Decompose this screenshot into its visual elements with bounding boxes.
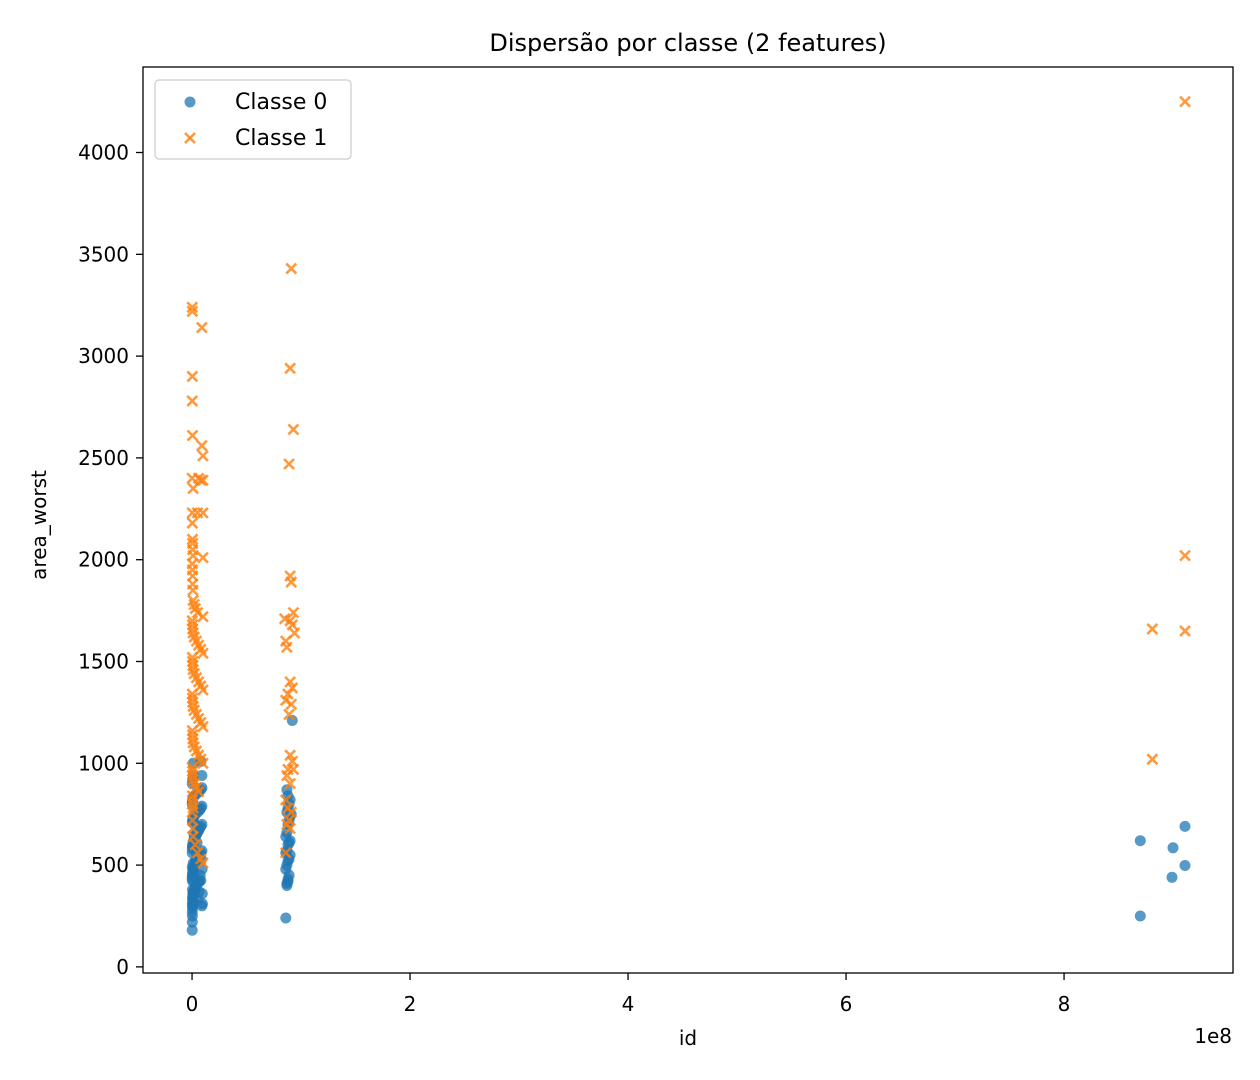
data-point-classe-1 <box>197 647 209 660</box>
data-point-classe-1 <box>197 449 209 462</box>
y-tick-label: 0 <box>116 955 129 979</box>
data-point-classe-1 <box>186 301 199 314</box>
data-point-classe-1 <box>284 822 297 835</box>
y-tick-label: 3500 <box>78 242 129 266</box>
data-point-classe-1 <box>186 429 199 442</box>
data-point-classe-1 <box>1179 549 1191 562</box>
data-point-classe-0 <box>186 924 198 936</box>
data-point-classe-0 <box>196 800 208 812</box>
data-point-classe-1 <box>186 517 199 529</box>
legend-label-classe-0: Classe 0 <box>235 90 327 115</box>
data-point-classe-1 <box>283 458 295 470</box>
x-tick-label: 6 <box>840 992 853 1016</box>
data-point-classe-1 <box>283 708 295 721</box>
y-axis-label: area_worst <box>27 470 51 580</box>
data-point-classe-1 <box>285 262 298 275</box>
data-point-classe-1 <box>187 584 199 597</box>
plot-frame <box>142 66 1234 974</box>
y-tick-label: 1000 <box>78 751 129 775</box>
data-point-classe-1 <box>187 830 200 843</box>
data-point-classe-0 <box>280 912 292 924</box>
data-point-classe-1 <box>186 370 199 383</box>
data-point-classe-1 <box>280 641 293 654</box>
data-point-classe-0 <box>281 784 293 796</box>
y-tick-label: 1500 <box>78 649 129 673</box>
x-tick-label: 4 <box>622 992 635 1016</box>
x-tick-label: 0 <box>186 992 199 1016</box>
data-point-classe-1 <box>197 506 209 519</box>
data-point-classe-0 <box>286 715 298 726</box>
x-axis-offset-label: 1e8 <box>1194 1024 1232 1048</box>
y-tick-label: 2000 <box>78 548 129 572</box>
data-point-classe-1 <box>197 551 209 564</box>
data-point-classe-1 <box>186 533 199 546</box>
data-point-classe-1 <box>285 698 298 711</box>
data-point-classe-1 <box>189 838 202 851</box>
x-tick-label: 2 <box>404 992 417 1016</box>
data-point-classe-1 <box>279 794 292 806</box>
data-point-classe-1 <box>197 720 209 733</box>
chart-title: Dispersão por classe (2 features) <box>489 29 886 57</box>
legend: Classe 0 Classe 1 <box>154 79 352 160</box>
axes: 0 2 4 6 8 0 500 1000 1500 2000 2500 3000 3500 4000 <box>78 141 1070 1016</box>
data-point-classe-1 <box>197 610 209 623</box>
data-point-classe-1 <box>279 846 292 859</box>
y-tick-label: 2500 <box>78 446 129 470</box>
data-point-classe-0 <box>196 770 208 781</box>
data-point-classe-1 <box>197 757 209 770</box>
data-point-classe-1 <box>285 576 298 589</box>
data-point-classe-1 <box>1179 95 1191 108</box>
data-point-classe-1 <box>287 423 300 436</box>
data-point-classe-0 <box>1166 871 1178 883</box>
data-point-classe-1 <box>186 305 199 318</box>
data-point-classe-1 <box>195 439 208 452</box>
data-point-classe-1 <box>195 321 208 334</box>
data-point-classe-1 <box>1146 753 1159 766</box>
series-classe-1 <box>186 95 1191 869</box>
data-point-classe-0 <box>1179 820 1191 832</box>
data-point-classe-0 <box>196 888 208 900</box>
data-point-classe-1 <box>186 394 199 407</box>
data-point-classe-1 <box>191 846 204 859</box>
legend-label-classe-1: Classe 1 <box>235 126 327 151</box>
data-point-classe-1 <box>187 482 200 495</box>
data-point-classe-1 <box>280 769 293 782</box>
legend-marker-classe-1 <box>184 132 196 144</box>
data-point-classe-0 <box>1134 910 1146 922</box>
data-point-classe-1 <box>288 627 301 639</box>
legend-marker-classe-0 <box>184 96 196 108</box>
data-point-classe-1 <box>197 857 209 869</box>
data-point-classe-0 <box>1167 842 1179 854</box>
data-point-classe-1 <box>286 618 299 631</box>
data-point-classe-0 <box>1179 860 1191 871</box>
data-point-classe-1 <box>285 806 298 819</box>
data-point-classe-1 <box>284 362 297 375</box>
data-point-classe-0 <box>1134 835 1146 847</box>
data-point-classe-1 <box>197 474 209 487</box>
y-tick-label: 3000 <box>78 344 129 368</box>
y-tick-label: 4000 <box>78 141 129 165</box>
x-tick-label: 8 <box>1058 992 1071 1016</box>
y-tick-label: 500 <box>91 853 129 877</box>
plot-marks <box>186 95 1191 936</box>
data-point-classe-1 <box>197 684 209 696</box>
data-point-classe-1 <box>1146 623 1159 635</box>
data-point-classe-1 <box>192 785 205 798</box>
data-point-classe-1 <box>284 777 297 790</box>
data-point-classe-1 <box>1179 625 1191 637</box>
x-axis-label: id <box>679 1026 697 1050</box>
legend-box <box>154 79 352 160</box>
data-point-classe-1 <box>287 606 300 619</box>
